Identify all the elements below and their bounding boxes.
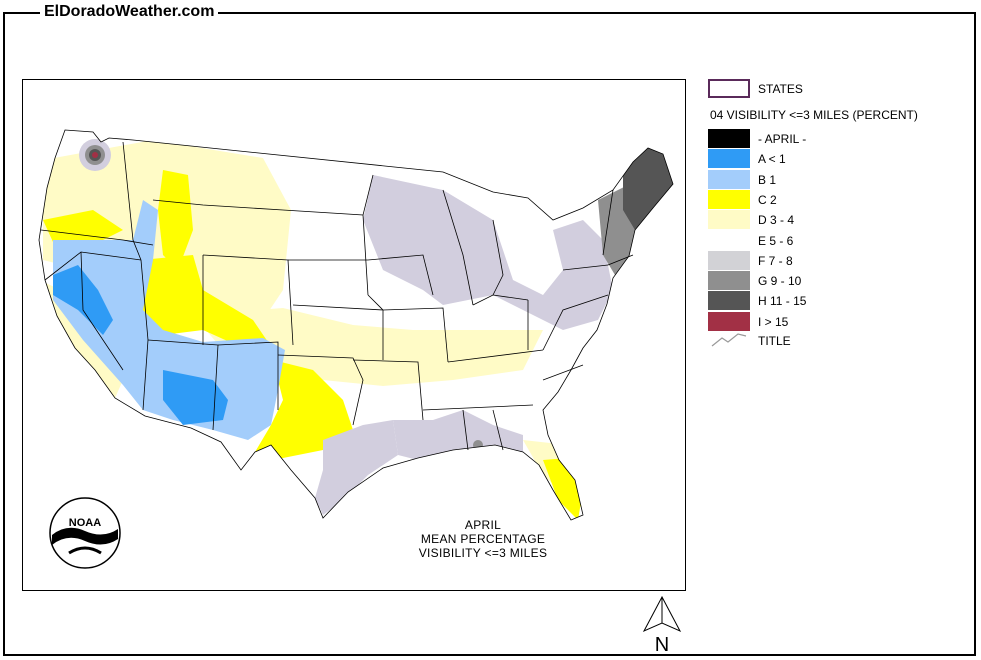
legend-item-label: H 11 - 15 (758, 294, 807, 309)
legend-swatch (708, 149, 750, 169)
legend-item: D 3 - 4 (708, 209, 968, 230)
legend-swatch (708, 311, 750, 331)
legend-states-swatch (708, 79, 750, 98)
legend-item: C 2 (708, 189, 968, 209)
legend-states-row: STATES (708, 78, 968, 98)
legend-item-label: G 9 - 10 (758, 274, 802, 289)
legend-swatch (708, 250, 750, 270)
legend-item-label: D 3 - 4 (758, 213, 795, 228)
legend-item-label: E 5 - 6 (758, 233, 794, 248)
legend-title: 04 VISIBILITY <=3 MILES (PERCENT) (710, 108, 918, 122)
legend-item: G 9 - 10 (708, 270, 968, 291)
legend-item: I > 15 (708, 311, 968, 331)
legend-swatch (708, 169, 750, 189)
legend-item: - APRIL - (708, 128, 968, 148)
legend-swatch (708, 271, 750, 291)
zone-f-upper-midwest (363, 175, 613, 330)
caption-line-3: VISIBILITY <=3 MILES (418, 546, 548, 560)
zone-c-utah (141, 255, 268, 348)
legend-item-label: F 7 - 8 (758, 253, 793, 268)
legend-swatch (708, 210, 750, 230)
zone-c-idaho (158, 170, 193, 270)
legend-item-label: A < 1 (758, 152, 786, 167)
legend-item: H 11 - 15 (708, 290, 968, 311)
legend-item-label: - APRIL - (758, 132, 807, 146)
legend-item: A < 1 (708, 148, 968, 169)
zone-h-maine (623, 148, 673, 230)
north-arrow-icon: N (642, 595, 682, 655)
zone-f-texas-coast (315, 420, 398, 515)
zone-a-arizona (163, 370, 228, 425)
legend-item-label: B 1 (758, 172, 777, 187)
legend-item-label: I > 15 (758, 314, 789, 329)
legend-swatch (708, 230, 750, 250)
zone-d-california (39, 280, 123, 398)
zone-b-great-basin (53, 200, 285, 440)
state-boundaries (38, 129, 674, 521)
site-title[interactable]: ElDoradoWeather.com (40, 2, 219, 22)
legend-title-row: TITLE (708, 330, 968, 350)
zone-c-oregon (43, 210, 123, 245)
map-panel: NOAA APRIL MEAN PERCENTAGE VISIBILITY <=… (22, 79, 686, 591)
caption-line-2: MEAN PERCENTAGE (420, 532, 546, 546)
legend-item: E 5 - 6 (708, 230, 968, 250)
north-label: N (655, 634, 669, 655)
legend-states-label: STATES (758, 82, 803, 96)
noaa-logo-text: NOAA (69, 517, 101, 529)
zone-g-gulf-spot (473, 440, 483, 450)
legend-item-label: C 2 (758, 192, 777, 207)
us-visibility-map (38, 129, 674, 521)
caption-line-1: APRIL (464, 518, 502, 532)
legend-item: B 1 (708, 169, 968, 189)
zone-c-texas (255, 360, 353, 460)
legend-item: F 7 - 8 (708, 250, 968, 270)
legend-swatch (708, 189, 750, 209)
zone-i-washington (92, 152, 98, 158)
title-line-icon (711, 333, 747, 347)
legend-title-line-label: TITLE (758, 334, 791, 348)
legend-swatch (708, 291, 750, 311)
legend-swatch (708, 129, 750, 148)
map-caption: APRIL MEAN PERCENTAGE VISIBILITY <=3 MIL… (393, 518, 573, 560)
noaa-logo: NOAA (49, 497, 121, 569)
outer-frame (3, 12, 976, 656)
